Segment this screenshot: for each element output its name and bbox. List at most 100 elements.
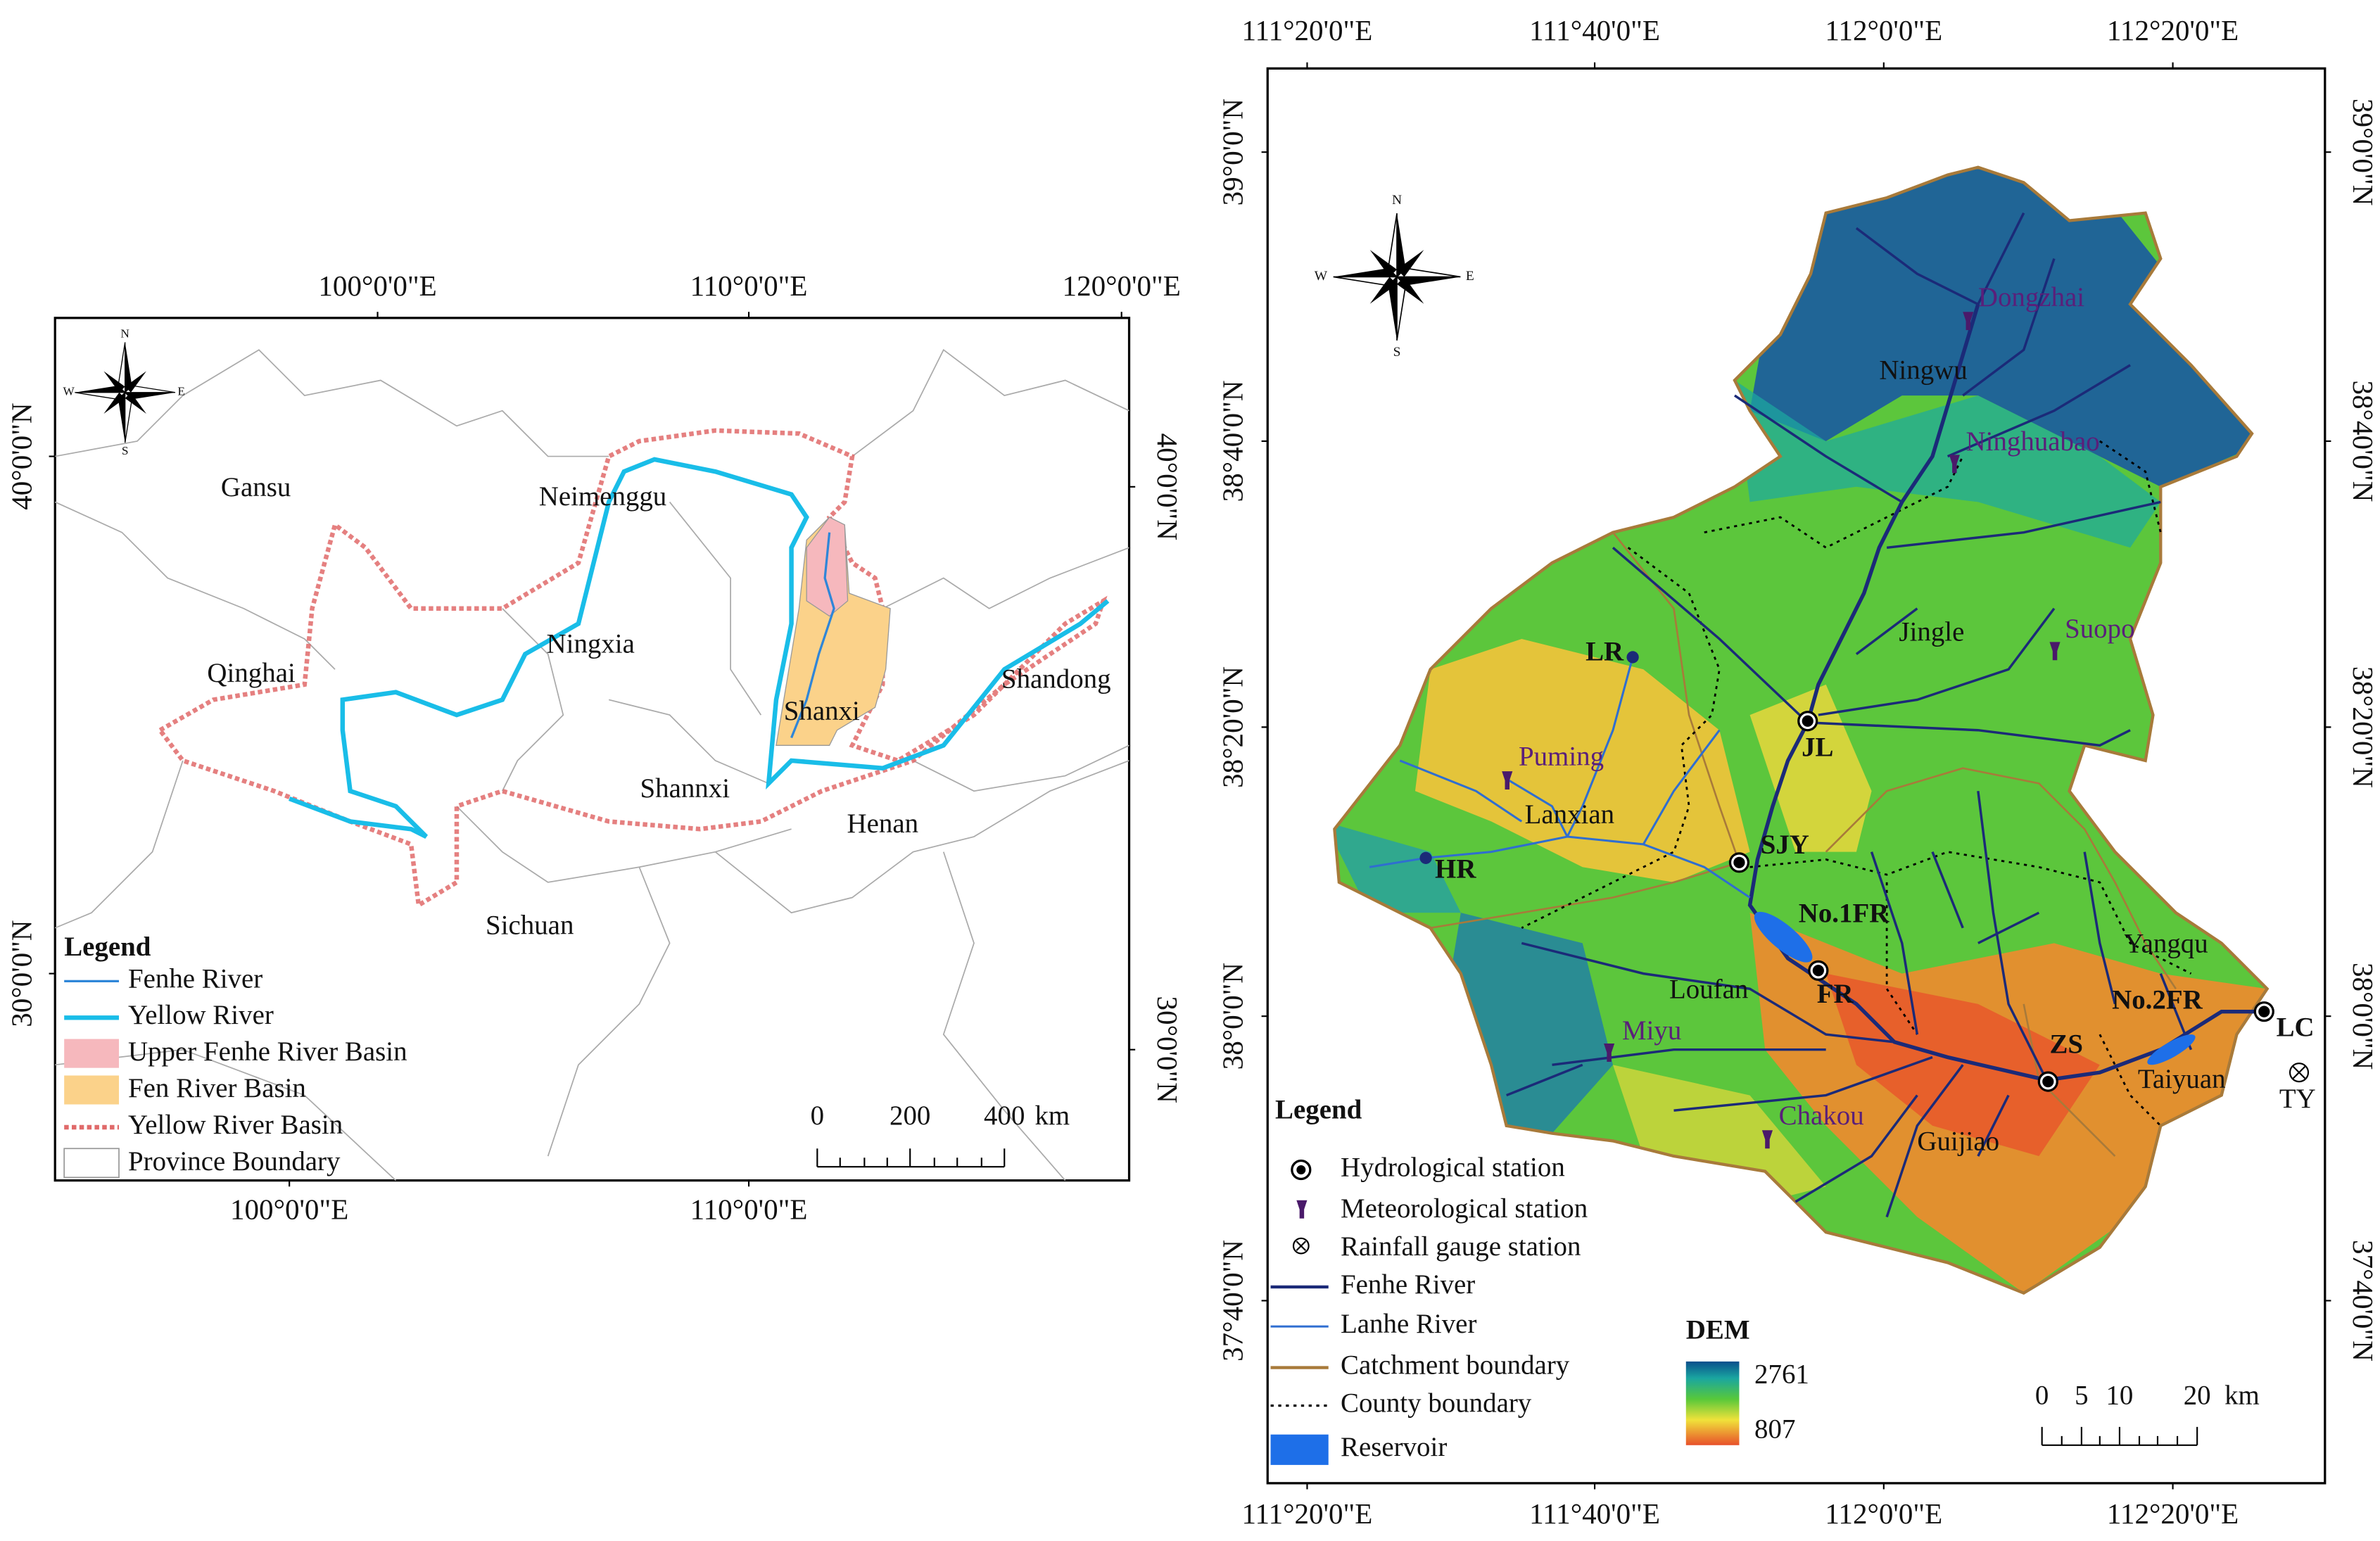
scale-label: 20 [2184, 1381, 2211, 1411]
left-legend-symbols [63, 979, 120, 1179]
compass-letter: W [1315, 269, 1328, 284]
hydro-stations-part [1812, 965, 1824, 977]
right-scale-bar [2041, 1426, 2198, 1446]
place-label: Shannxi [640, 773, 730, 804]
lanhe-rivers-part [1425, 835, 1751, 899]
legend-item: Yellow River Basin [128, 1110, 343, 1140]
place-label: Guijiao [1917, 1127, 1999, 1157]
county-boundaries-part [1704, 455, 1964, 549]
fenhe-rivers-part [1612, 394, 2161, 747]
left-frame [53, 317, 1131, 1182]
right-ticks [1261, 62, 2331, 1490]
legend-item: Meteorological station [1341, 1193, 1588, 1224]
fenhe-rivers-part [1521, 941, 1933, 1112]
province-boundaries-part [669, 501, 762, 716]
lat-label: 37°40'0"N [1216, 1240, 1248, 1362]
lon-label: 111°40'0"E [1529, 1497, 1660, 1530]
place-label: Puming [1519, 742, 1604, 772]
hydro-stations-part [1733, 856, 1745, 868]
place-label: Sichuan [486, 911, 574, 941]
compass-letter: E [177, 385, 185, 398]
right-legend-symbols-part [1685, 1361, 1740, 1445]
county-boundaries-part [1521, 547, 1721, 930]
dem-surface-part [1734, 380, 2161, 548]
lat-label: 38°20'0"N [2347, 666, 2379, 788]
fenhe-river [790, 532, 835, 739]
met-stations [1502, 312, 2061, 1149]
dem-surface-part [1334, 821, 1461, 913]
place-label: Jingle [1899, 616, 1964, 647]
legend-item: Fen River Basin [128, 1073, 306, 1103]
right-map [1261, 62, 2331, 1490]
other-sites [1419, 651, 2310, 1083]
scale-label: 5 [2075, 1381, 2088, 1411]
scale-label: 10 [2106, 1381, 2133, 1411]
yellow-river-basin [156, 428, 1108, 909]
lat-label: 40°0'0"N [1151, 433, 1184, 540]
compass-letter: E [1466, 269, 1474, 284]
lon-label: 100°0'0"E [230, 1193, 348, 1225]
left-ticks [49, 312, 1136, 1187]
place-label: Ninghuabao [1966, 426, 2100, 457]
legend-item: Fenhe River [128, 963, 262, 994]
place-label: HR [1435, 854, 1476, 884]
lat-label: 39°0'0"N [2347, 99, 2379, 205]
place-label: Neimenggu [539, 481, 667, 512]
catchment-boundaries-part [1825, 767, 2177, 989]
place-label: SJY [1761, 830, 1809, 860]
legend-item: Upper Fenhe River Basin [128, 1036, 407, 1067]
place-label: Chakou [1779, 1101, 1864, 1131]
county-boundaries [1521, 440, 2192, 1127]
legend-item: County boundary [1341, 1388, 1532, 1419]
scale-unit: km [2224, 1381, 2260, 1411]
lanhe-rivers [1369, 657, 1751, 899]
dem-surface-part [1749, 684, 1872, 852]
place-label: Taiyuan [2138, 1064, 2226, 1094]
place-label: Loufan [1669, 974, 1748, 1004]
compass-letter: S [122, 444, 129, 457]
met-stations-part [1604, 1044, 1615, 1063]
legend-item: Rainfall gauge station [1341, 1231, 1581, 1262]
hydro-stations [1728, 711, 2274, 1092]
lon-label: 112°20'0"E [2107, 1497, 2239, 1530]
lon-label: 111°20'0"E [1242, 1497, 1373, 1530]
place-label: Lanxian [1525, 799, 1614, 830]
place-label: ZS [2049, 1029, 2083, 1059]
scale-unit: km [1034, 1101, 1070, 1131]
right-legend-symbols-part [1296, 1200, 1308, 1219]
compass-letter: N [1392, 193, 1402, 208]
lat-label: 38°0'0"N [2347, 963, 2379, 1070]
left-legend-symbols-part [64, 1039, 120, 1068]
place-label: Dongzhai [1978, 282, 2084, 312]
province-boundaries-part [456, 806, 792, 883]
right-legend-symbols-part [1296, 1165, 1306, 1174]
lat-label: 40°0'0"N [5, 402, 37, 509]
place-label: Shanxi [784, 696, 860, 726]
reservoir-2 [2147, 1034, 2196, 1065]
right-scale-bar-part [2041, 1426, 2198, 1446]
lat-label: 37°40'0"N [2347, 1240, 2379, 1362]
province-boundaries-part [54, 760, 184, 929]
province-boundaries-part [55, 349, 609, 457]
other-sites-part [2289, 1063, 2310, 1083]
place-label: No.1FR [1799, 898, 1890, 928]
hydro-stations-part [2042, 1076, 2054, 1088]
lon-label: 112°20'0"E [2107, 14, 2239, 46]
province-boundaries-part [54, 501, 336, 670]
dem-surface-part [1749, 167, 2267, 487]
hydro-stations-part [1802, 715, 1814, 727]
lat-label: 39°0'0"N [1216, 99, 1248, 205]
legend-title: Legend [64, 932, 151, 962]
lon-label: 112°0'0"E [1825, 1497, 1942, 1530]
lon-label: 100°0'0"E [318, 269, 436, 302]
province-boundaries-part [608, 699, 769, 785]
lat-label: 38°40'0"N [2347, 380, 2379, 502]
legend-title: Legend [1275, 1094, 1362, 1124]
right-ticks-part [1306, 62, 2174, 1490]
right-legend-symbols-part [1296, 1241, 1307, 1251]
met-stations-part [1502, 771, 1513, 790]
fenhe-rivers-part [1506, 1063, 1918, 1203]
scale-label: 0 [2035, 1381, 2049, 1411]
